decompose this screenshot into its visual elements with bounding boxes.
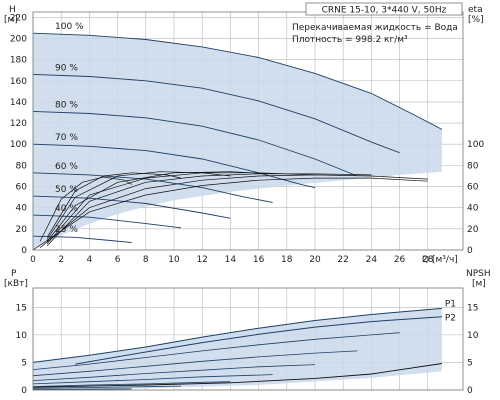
npsh-curve [32, 363, 442, 388]
npsh-tick-label: 0 [467, 386, 473, 396]
flow-tick-label: 24 [366, 255, 378, 265]
flow-axis-unit: [м³/ч] [432, 255, 458, 265]
efficiency-curve [46, 172, 316, 244]
flow-tick-label: 12 [196, 255, 207, 265]
speed-label: 100 % [55, 22, 84, 32]
flow-tick-label: 18 [281, 255, 293, 265]
npsh-axis-label: NPSH [466, 269, 491, 279]
power-curve [32, 388, 132, 390]
head-tick-label: 180 [10, 56, 27, 66]
head-curve [32, 73, 400, 154]
flow-tick-label: 0 [30, 255, 36, 265]
power-tick-label: 5 [21, 358, 27, 368]
head-tick-label: 80 [16, 161, 28, 171]
p2-label: P2 [445, 314, 456, 324]
flow-tick-label: 22 [337, 255, 348, 265]
speed-label: 40 % [55, 204, 78, 214]
head-chart-frame [32, 11, 464, 251]
flow-tick-label: 2 [58, 255, 64, 265]
head-curve [32, 214, 182, 229]
head-curve [32, 195, 231, 219]
speed-label: 60 % [55, 162, 78, 172]
power-curve [32, 332, 400, 370]
eta-axis-unit: [%] [468, 15, 484, 25]
head-curve [32, 32, 443, 130]
head-tick-label: 220 [10, 13, 27, 23]
head-chart: 0 2 4 6 8 10 12 14 16 18 20 22 24 26 28020406080100120… [10, 13, 485, 265]
flow-tick-label: 20 [309, 255, 321, 265]
power-tick-label: 10 [16, 331, 28, 341]
npsh-tick-label: 15 [467, 303, 478, 313]
efficiency-curve [46, 171, 273, 242]
efficiency-curve [46, 171, 231, 240]
power-curve [32, 385, 182, 389]
flow-tick-label: 26 [394, 255, 406, 265]
flow-axis-label: Q [422, 255, 429, 265]
model-box [305, 2, 463, 16]
power-tick-label: 15 [16, 303, 27, 313]
power-axis-label: P [11, 269, 17, 279]
head-tick-label: 40 [16, 204, 28, 214]
flow-tick-label: 6 [115, 255, 121, 265]
speed-label: 70 % [55, 133, 78, 143]
eta-tick-label: 60 [467, 183, 479, 193]
p1-label: P1 [445, 299, 456, 309]
npsh-tick-label: 10 [467, 331, 479, 341]
speed-label: 90 % [55, 63, 78, 73]
eta-tick-label: 0 [467, 246, 473, 256]
eta-tick-label: 40 [467, 204, 479, 214]
npsh-tick-label: 5 [467, 358, 473, 368]
power-curve [32, 350, 358, 377]
head-tick-label: 120 [10, 119, 27, 129]
power-curve [32, 364, 316, 381]
eta-tick-label: 20 [467, 225, 479, 235]
flow-tick-label: 4 [87, 255, 93, 265]
head-tick-label: 160 [10, 77, 27, 87]
liquid-label: Перекачиваемая жидкость = Вода [292, 23, 458, 33]
head-tick-label: 100 [10, 140, 27, 150]
head-tick-label: 200 [10, 34, 27, 44]
efficiency-curve [46, 173, 372, 247]
flow-tick-label: 8 [143, 255, 149, 265]
efficiency-curve [32, 177, 428, 251]
head-curve [32, 172, 273, 203]
flow-tick-label: 28 [422, 255, 434, 265]
efficiency-curve [39, 174, 428, 249]
head-axis-unit: [м] [4, 15, 18, 25]
eta-axis-label: eta [468, 5, 483, 15]
power-axis-unit: [кВт] [4, 279, 28, 289]
p1-curve [32, 307, 442, 363]
power-chart: 0 5 10 15 0 5 10 15 P1 P2 [16, 299, 479, 396]
flow-tick-label: 14 [225, 255, 237, 265]
density-label: Плотность = 998.2 кг/м³ [292, 35, 408, 45]
head-tick-label: 60 [16, 183, 28, 193]
head-axis-label: H [9, 5, 16, 15]
power-chart-frame [32, 287, 464, 391]
efficiency-curve [39, 176, 132, 242]
eta-tick-label: 100 [467, 140, 484, 150]
model-label: CRNE 15-10, 3*440 V, 50Hz [322, 6, 447, 16]
speed-label: 80 % [55, 100, 78, 110]
flow-tick-label: 16 [253, 255, 265, 265]
power-curve [32, 374, 273, 385]
power-curve [32, 381, 231, 388]
head-operating-area [33, 33, 442, 251]
p2-curve [75, 316, 442, 365]
head-tick-label: 20 [16, 225, 28, 235]
head-curve [32, 143, 316, 189]
head-tick-label: 0 [21, 246, 27, 256]
efficiency-curve [46, 172, 182, 238]
power-operating-area [33, 308, 442, 390]
power-tick-label: 0 [21, 386, 27, 396]
head-curve [32, 110, 358, 177]
flow-tick-label: 10 [168, 255, 180, 265]
speed-label: 25 % [55, 225, 78, 235]
npsh-axis-unit: [м] [472, 279, 486, 289]
eta-tick-label: 80 [467, 161, 479, 171]
speed-label: 50 % [55, 185, 78, 195]
head-tick-label: 140 [10, 98, 27, 108]
